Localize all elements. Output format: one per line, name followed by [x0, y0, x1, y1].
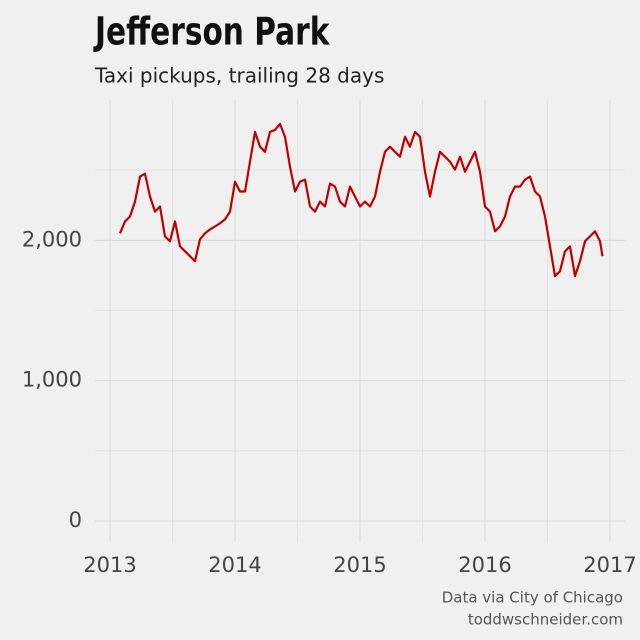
x-tick-label: 2017	[583, 553, 636, 577]
x-tick-label: 2014	[208, 553, 261, 577]
y-tick-label: 2,000	[22, 227, 82, 251]
x-tick-label: 2013	[83, 553, 136, 577]
y-tick-label: 1,000	[22, 368, 82, 392]
credit: toddwschneider.com	[468, 611, 623, 629]
source: Data via City of Chicago	[442, 589, 623, 607]
chart-subtitle: Taxi pickups, trailing 28 days	[94, 64, 384, 88]
x-tick-label: 2016	[458, 553, 511, 577]
y-tick-label: 0	[69, 508, 82, 532]
x-tick-label: 2015	[333, 553, 386, 577]
data-line	[118, 122, 604, 278]
chart-title: Jefferson Park	[93, 10, 330, 55]
